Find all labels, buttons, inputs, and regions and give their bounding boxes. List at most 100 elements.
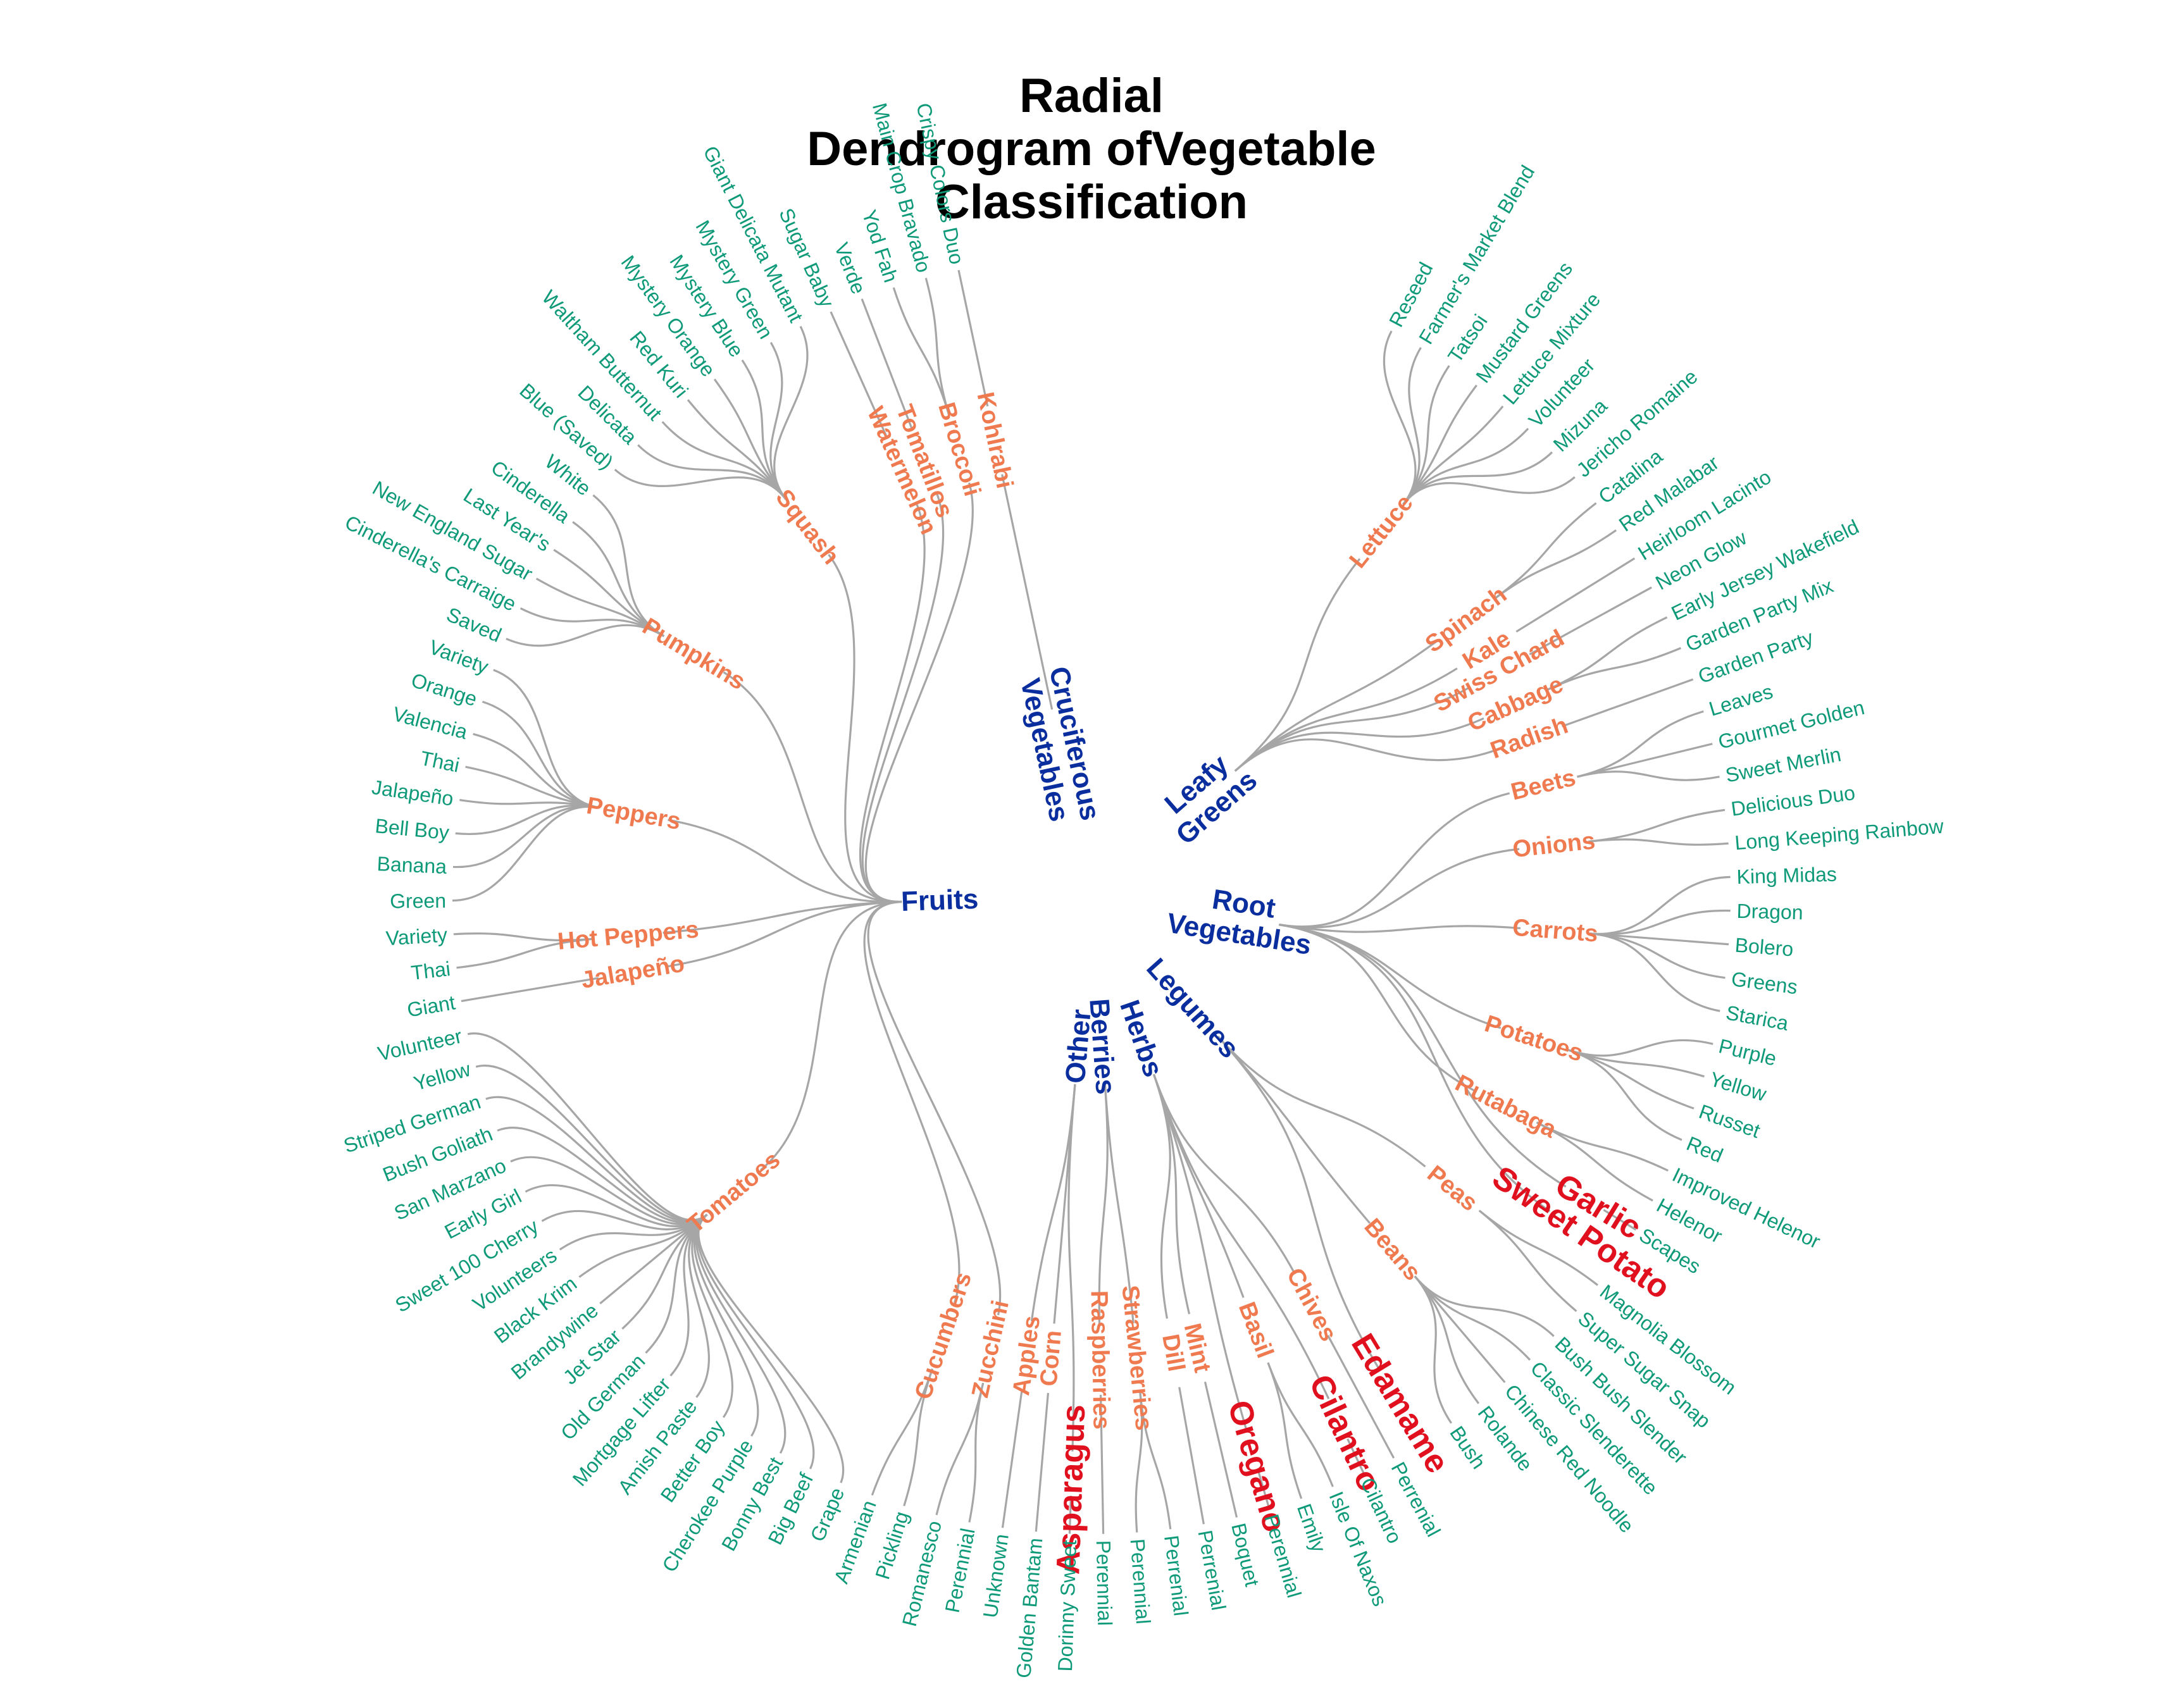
leaf-label-apples-unknown: Unknown [979,1533,1013,1619]
edge-leaf-zucchini-perennial [968,1382,985,1523]
edge-leaf-squash-mystery-green [769,342,787,500]
edge-leaf-basil-isle-of-naxos [1267,1362,1334,1487]
edge-leaf-peppers-bell-boy [455,804,600,836]
edge-leaf-strawberries-perrenial [1139,1392,1172,1530]
edge-leaf-potatoes-purple [1566,1039,1713,1057]
edge-leaf-asparagus-dorinny-sweet [1068,1495,1073,1534]
leaf-label-beans-bush: Bush [1445,1422,1490,1473]
edge-leaf-peppers-variety [493,669,600,809]
subcategory-label-raspberries: Raspberries [1086,1290,1115,1430]
edge-fruits-tomatillos [861,493,945,903]
leaf-label-tomatoes-yellow: Yellow [411,1057,474,1094]
edge-leaf-peppers-valencia [473,733,600,809]
edge-leaf-cucumbers-pickling [903,1368,933,1507]
edge-leaf-squash-waltham-butternut [661,421,787,500]
edge-leaf-chives-perrenial [1327,1335,1395,1459]
edge-herbs-oregano [1152,1074,1248,1430]
subcategory-label-rutabaga: Rutabaga [1451,1070,1561,1144]
leaf-label-onions-delicious-duo: Delicious Duo [1729,781,1856,820]
subcategory-label-cucumbers: Cucumbers [910,1269,977,1403]
edge-root-vegetables-onions [1279,848,1520,929]
edge-fruits-watermelon [859,502,926,903]
edge-leaf-rutabaga-helenor [1536,1121,1653,1202]
edge-leaf-beets-gourmet-golden [1577,743,1713,778]
edge-root-vegetables-potatoes [1279,924,1502,1029]
edge-leaf-pumpkins-new-england-sugar [535,578,665,638]
leaf-label-peppers-banana: Banana [376,852,447,878]
subcategory-label-squash: Squash [770,485,844,569]
edge-leaf-cabbage-early-jersey-wakefield [1546,616,1668,691]
edge-leaf-tomatoes-better-boy [691,1213,733,1418]
edge-leaf-carrots-greens [1589,932,1726,979]
edge-leaf-pumpkins-saved [506,624,665,647]
edge-leafy-greens-lettuce [1234,558,1361,772]
edge-leafy-greens-radish [1234,738,1497,772]
edge-herbs-dill [1152,1074,1171,1319]
edge-leaf-tomatoes-mortgage-lifter [669,1213,708,1377]
edge-berries-strawberries [1104,1084,1135,1323]
edge-fruits-zucchini [867,900,1002,1316]
edge-leafy-greens-kale [1234,667,1458,772]
edge-leaf-radish-garden-party [1562,678,1694,727]
edge-other-asparagus [1067,1084,1076,1452]
edge-berries-raspberries [1098,1084,1109,1325]
edge-leafy-greens-spinach [1234,639,1439,772]
subcategory-label-beans: Beans [1359,1213,1426,1285]
leaf-label-peppers-bell-boy: Bell Boy [374,814,450,844]
edge-leaf-jalapeno-giant [461,977,599,1003]
edge-leaf-cabbage-garden-party-mix [1546,647,1682,691]
edge-leaf-lettuce-farmer-s-market-blend [1402,347,1422,505]
edge-other-apples [1030,1084,1076,1321]
subcategory-label-dill: Dill [1157,1332,1190,1374]
subcategory-label-zucchini: Zucchini [967,1298,1014,1401]
leaf-label-corn-golden-bantam: Golden Bantam [1012,1537,1047,1680]
edge-leaf-broccoli-main-crop-bravado [924,278,950,417]
edge-leaf-hot-peppers-thai [456,938,594,969]
leaf-label-peppers-jalapeno: Jalapeño [370,776,455,810]
edge-leaf-tomatoes-amish-paste [688,1213,710,1398]
subcategory-label-corn: Corn [1035,1329,1067,1387]
edge-leaf-oregano-perennial [1257,1472,1271,1509]
subcategory-label-asparagus: Asparagus [1050,1404,1092,1575]
edge-leaf-potatoes-russet [1566,1048,1695,1110]
edge-leaf-raspberries-perennial [1099,1394,1105,1534]
title-line-2: Dendrogram ofVegetable [807,122,1376,176]
category-label-cruciferous-vegetables: CruciferousVegetables [1014,664,1107,829]
edge-leaf-tomatoes-yellow [475,1064,708,1222]
edge-leaf-tomatoes-volunteer [467,1032,708,1222]
edge-leaf-beans-bush-bush-slender [1414,1275,1555,1337]
leaf-label-carrots-dragon: Dragon [1736,900,1803,924]
edge-herbs-cilantro [1152,1074,1330,1399]
edge-leaf-beets-sweet-merlin [1577,770,1720,781]
edge-leaf-peppers-banana [452,805,600,869]
leaf-label-rutabaga-improved-helenor: Improved Helenor [1669,1163,1824,1253]
edge-leaf-tomatoes-black-krim [578,1213,708,1278]
edge-fruits-squash [828,554,902,903]
edge-leaf-tomatoes-bush-goliath [497,1127,708,1224]
leaf-label-strawberries-perrenial: Perrenial [1160,1534,1193,1618]
edge-leaf-pumpkins-last-year-s [553,548,665,638]
edge-fruits-broccoli [864,482,974,903]
edge-leaf-squash-giant-delicata-mutant [773,326,809,500]
edge-leaf-tomatoes-big-beef [696,1213,815,1470]
edge-leaf-lettuce-lettuce-mixture [1402,405,1504,505]
edge-leaf-lettuce-mustard-greens [1402,385,1477,505]
edge-leaf-spinach-catalina [1493,502,1597,600]
edge-leaf-squash-delicata [637,444,787,500]
leaf-label-tomatoes-grape: Grape [805,1484,849,1545]
edge-leaf-potatoes-yellow [1566,1048,1705,1078]
category-label-herbs: Herbs [1114,996,1169,1081]
edge-leaf-potatoes-red [1566,1048,1682,1141]
category-label-root-vegetables: RootVegetables [1165,877,1318,960]
edge-root-vegetables-sweet-potato [1279,924,1551,1213]
leaf-label-zucchini-perennial: Perennial [941,1526,980,1615]
edge-leaf-tomatillos-verde [861,298,913,430]
category-label-berries: Berries [1083,998,1121,1096]
edge-herbs-chives [1152,1074,1297,1275]
leaf-label-strawberries-perennial: Perennial [1126,1538,1155,1624]
edge-herbs-mint [1152,1074,1191,1315]
leaf-label-potatoes-yellow: Yellow [1707,1067,1770,1106]
leaf-label-cucumbers-pickling: Pickling [871,1509,913,1582]
subcategory-label-lettuce: Lettuce [1345,490,1419,573]
edge-leafy-greens-swiss-chard [1234,687,1469,772]
